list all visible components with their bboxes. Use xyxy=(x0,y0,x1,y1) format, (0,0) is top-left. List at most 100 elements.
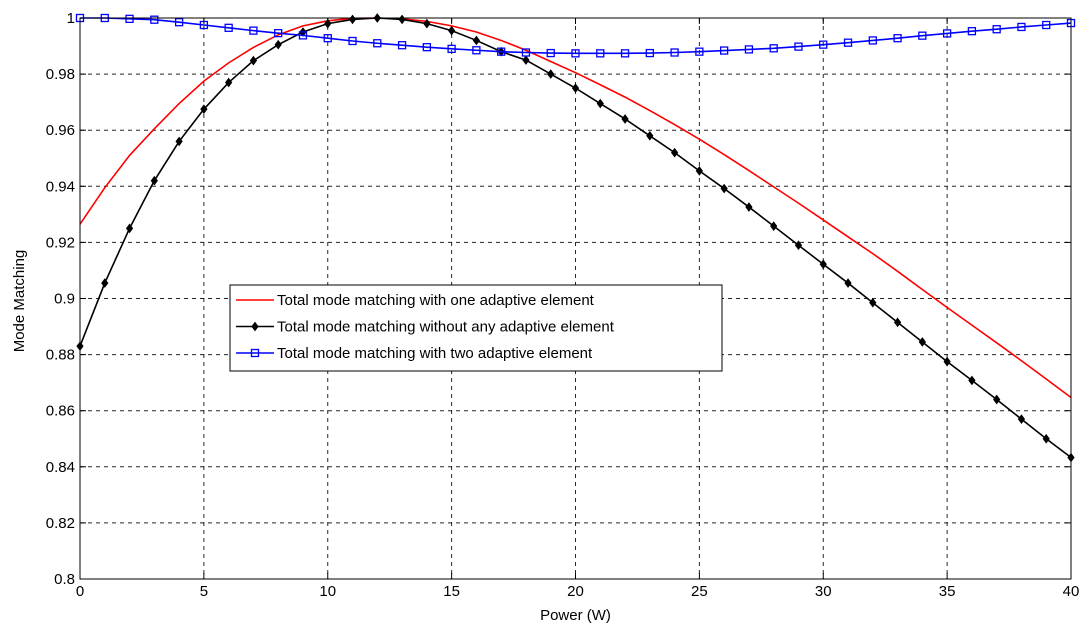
data-point-diamond xyxy=(770,221,778,231)
series-line xyxy=(79,17,1072,399)
data-point-legend xyxy=(251,321,259,332)
y-tick-label: 0.92 xyxy=(46,234,75,251)
data-point-square xyxy=(125,14,134,23)
data-point-diamond xyxy=(695,166,703,176)
data-point-square xyxy=(397,41,407,50)
data-point-diamond xyxy=(596,98,604,109)
data-point-square xyxy=(670,48,679,57)
x-tick-label: 10 xyxy=(319,583,336,600)
y-tick-label: 1 xyxy=(67,10,75,27)
legend-label: Total mode matching with one adaptive el… xyxy=(277,292,595,309)
data-point-square xyxy=(992,25,1001,34)
data-point-diamond xyxy=(522,55,530,65)
data-point-diamond xyxy=(1042,433,1050,444)
legend: Total mode matching with one adaptive el… xyxy=(229,284,723,372)
data-point-square xyxy=(447,44,456,54)
plot-frame xyxy=(79,17,1072,580)
legend-label: Total mode matching with two adaptive el… xyxy=(277,345,593,362)
x-tick-label: 20 xyxy=(567,583,584,600)
data-point-square xyxy=(720,46,729,55)
data-point-square xyxy=(224,23,233,32)
data-point-square xyxy=(695,47,704,56)
data-point-diamond xyxy=(993,394,1001,405)
data-point-diamond xyxy=(720,183,728,194)
x-tick-label: 0 xyxy=(76,583,84,600)
y-tick-label: 0.98 xyxy=(46,66,75,83)
data-point-square xyxy=(1017,22,1026,32)
legend-entry: Total mode matching with two adaptive el… xyxy=(236,345,593,362)
data-point-square xyxy=(1042,20,1051,30)
legend-label: Total mode matching without any adaptive… xyxy=(277,319,615,336)
y-tick-label: 0.96 xyxy=(46,122,75,139)
x-tick-label: 15 xyxy=(443,583,460,600)
series-3 xyxy=(75,13,1076,58)
y-tick-label: 0.82 xyxy=(46,515,75,532)
data-point-diamond xyxy=(670,147,679,158)
series-group xyxy=(75,13,1076,463)
data-point-square xyxy=(521,48,531,57)
data-point-square xyxy=(174,18,184,27)
data-point-square xyxy=(893,34,902,43)
series-2 xyxy=(76,13,1075,463)
y-tick-label: 0.8 xyxy=(54,571,75,588)
data-point-diamond xyxy=(448,25,456,36)
data-point-square xyxy=(645,48,654,58)
legend-entry: Total mode matching without any adaptive… xyxy=(236,319,615,336)
data-point-diamond xyxy=(423,18,431,29)
data-point-diamond xyxy=(249,55,258,66)
data-point-diamond xyxy=(125,223,134,234)
data-point-diamond xyxy=(571,83,580,93)
data-point-diamond xyxy=(150,175,158,186)
data-point-square xyxy=(323,34,332,43)
data-point-diamond xyxy=(794,240,803,251)
data-point-diamond xyxy=(547,69,555,79)
x-tick-label: 30 xyxy=(815,583,832,600)
x-axis-label: Power (W) xyxy=(540,607,611,624)
data-point-square xyxy=(497,47,506,56)
data-point-square xyxy=(620,49,630,58)
data-point-square xyxy=(274,28,283,38)
series-1 xyxy=(79,17,1072,399)
data-point-square xyxy=(472,46,481,55)
y-tick-label: 0.94 xyxy=(46,178,75,195)
data-point-diamond xyxy=(745,202,753,212)
y-axis-label: Mode Matching xyxy=(11,250,28,353)
data-point-legend xyxy=(250,348,260,358)
data-point-square xyxy=(967,27,977,36)
data-point-diamond xyxy=(943,356,951,367)
data-point-diamond xyxy=(646,130,654,141)
data-point-diamond xyxy=(101,278,109,288)
axes: 0 5 10 15 20 25 30 35 40 0.8 0.82 0.84 0.86 0.88 0.9 0.… xyxy=(46,10,1080,600)
x-tick-label: 5 xyxy=(200,583,208,600)
data-point-square xyxy=(819,40,828,49)
data-point-diamond xyxy=(225,77,233,88)
data-point-diamond xyxy=(844,278,852,288)
legend-entry: Total mode matching with one adaptive el… xyxy=(236,292,595,309)
data-point-square xyxy=(298,31,308,40)
y-tick-label: 0.84 xyxy=(46,459,75,476)
data-point-diamond xyxy=(274,39,282,50)
data-point-square xyxy=(422,43,432,52)
data-point-square xyxy=(249,26,258,35)
data-point-square xyxy=(571,49,580,58)
data-point-square xyxy=(769,44,778,53)
data-point-diamond xyxy=(819,259,827,270)
series-line xyxy=(80,17,1072,55)
data-point-diamond xyxy=(472,35,481,46)
data-point-square xyxy=(348,36,357,46)
data-point-diamond xyxy=(200,104,208,114)
legend-box xyxy=(229,284,723,372)
data-point-diamond xyxy=(893,317,902,328)
y-tick-label: 0.86 xyxy=(46,403,75,420)
y-tick-label: 0.9 xyxy=(54,291,75,308)
data-point-diamond xyxy=(175,136,183,147)
data-point-square xyxy=(794,42,803,51)
data-point-square xyxy=(918,31,927,40)
data-point-square xyxy=(843,38,853,47)
data-point-square xyxy=(546,48,555,58)
data-point-diamond xyxy=(968,375,976,386)
x-tick-label: 25 xyxy=(691,583,708,600)
data-point-square xyxy=(596,49,605,58)
y-tick-label: 0.88 xyxy=(46,347,75,364)
